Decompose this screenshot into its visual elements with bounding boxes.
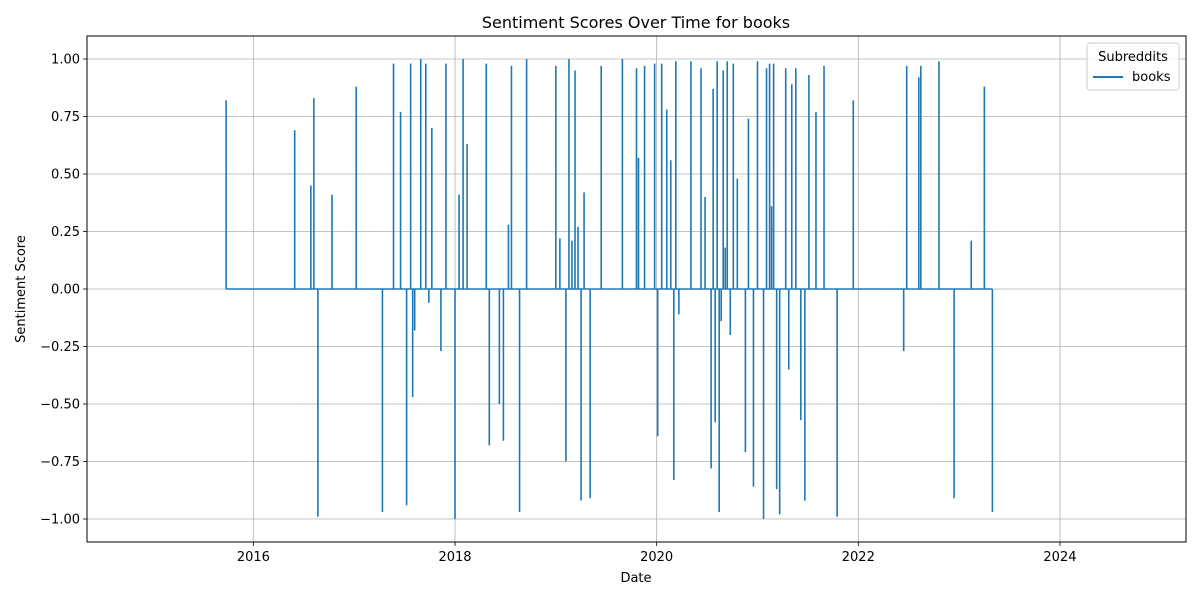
x-axis-title: Date	[620, 571, 651, 586]
x-tick-label: 2016	[237, 550, 270, 565]
grid-lines	[87, 36, 1186, 542]
x-tick-label: 2022	[842, 550, 875, 565]
x-tick-label: 2020	[640, 550, 673, 565]
y-tick-label: 0.50	[51, 168, 80, 183]
y-tick-label: −0.50	[40, 398, 80, 413]
legend: Subreddits books	[1086, 42, 1180, 91]
y-tick-label: 0.75	[51, 110, 80, 125]
x-axis: 2016 2018 2020 2022 2024	[237, 542, 1077, 565]
legend-box	[1086, 42, 1180, 91]
y-tick-label: −1.00	[40, 513, 80, 528]
y-tick-label: −0.25	[40, 340, 80, 355]
y-tick-label: 1.00	[51, 53, 80, 68]
y-axis-title: Sentiment Score	[14, 235, 29, 343]
legend-title: Subreddits	[1098, 50, 1168, 65]
y-tick-label: 0.25	[51, 225, 80, 240]
chart-title: Sentiment Scores Over Time for books	[482, 13, 790, 32]
x-tick-label: 2018	[438, 550, 471, 565]
x-tick-label: 2024	[1043, 550, 1076, 565]
series-books	[225, 59, 994, 519]
series-layer	[225, 59, 994, 519]
legend-label-books: books	[1132, 70, 1171, 85]
y-tick-label: 0.00	[51, 283, 80, 298]
y-axis: 1.00 0.75 0.50 0.25 0.00 −0.25 −0.50 −0.75 −1.00	[40, 53, 87, 528]
y-tick-label: −0.75	[40, 455, 80, 470]
